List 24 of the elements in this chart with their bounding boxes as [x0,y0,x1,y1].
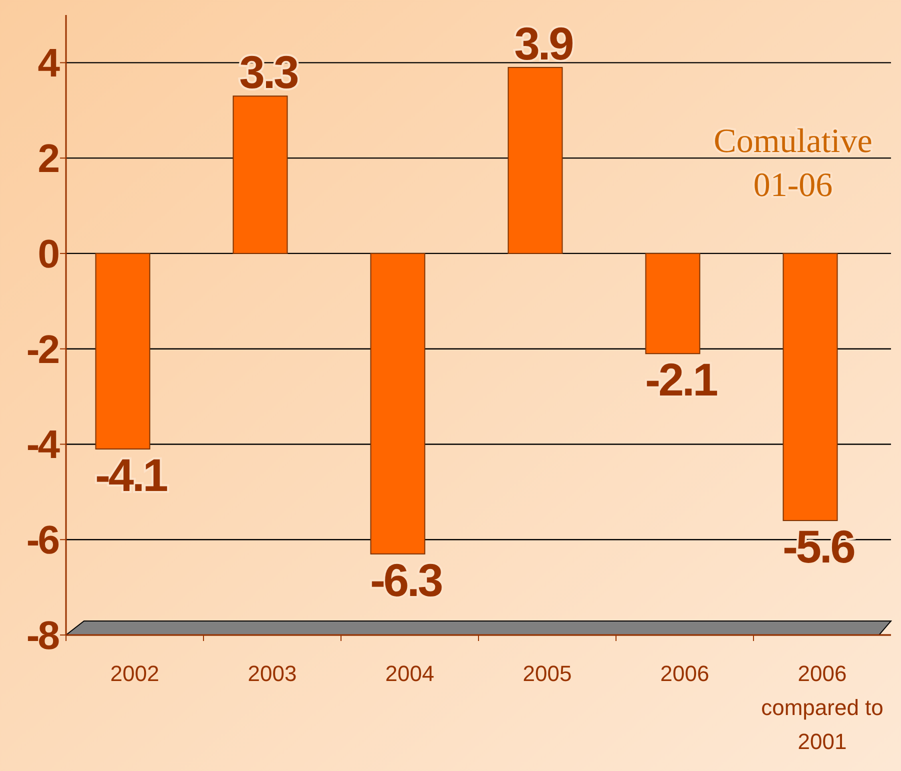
x-tick-label: 2002 [110,661,160,686]
x-tick-label: 2006 [660,661,710,686]
x-tick-label: 2003 [248,661,297,686]
y-tick-label: 4 [38,42,61,86]
bar [645,252,700,354]
bar [370,252,426,554]
annotation: Comulative 01-06 [714,123,872,204]
x-tick-label: 2004 [385,661,434,686]
y-tick-label: -4 [26,423,61,468]
y-tick-label: 2 [38,137,59,182]
data-label: -6.3 [370,554,442,606]
x-tick-label: 2005 [522,661,572,686]
bar [508,66,563,254]
y-tick-label: -6 [26,518,59,563]
data-label: 3.9 [514,17,573,70]
y-tick-label: -8 [26,614,60,658]
data-label: -2.1 [645,354,718,406]
y-tick-label: -2 [26,328,59,372]
bar [95,252,150,450]
bar [782,252,838,522]
x-tick-label: 2006 compared to 2001 [761,661,884,754]
bar [232,96,288,254]
y-tick-label: 0 [38,232,59,276]
data-label: -4.1 [95,449,168,501]
